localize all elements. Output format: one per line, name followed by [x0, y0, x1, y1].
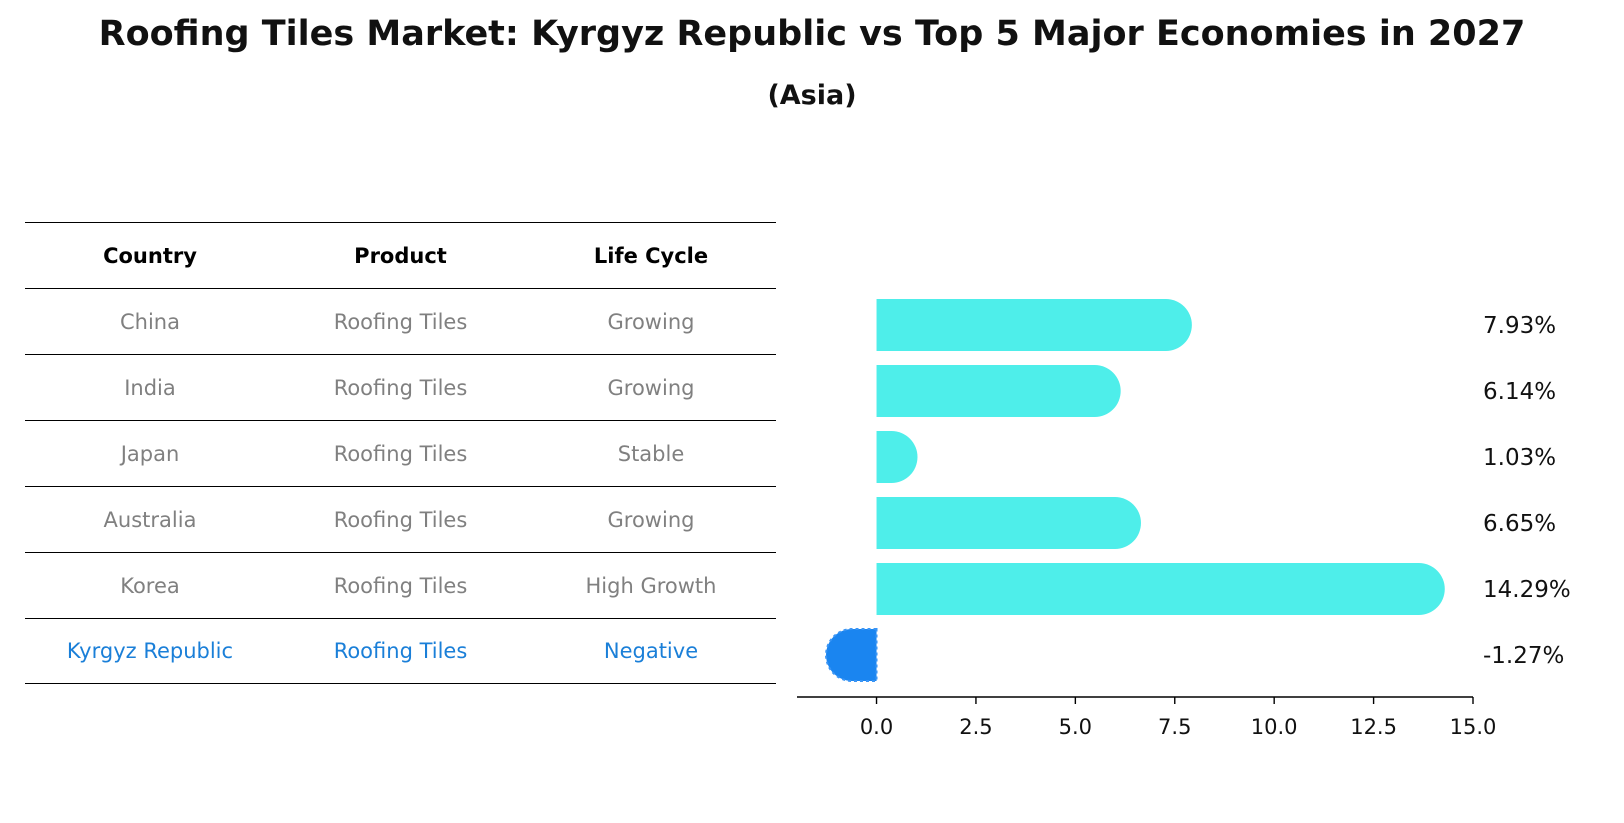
cell-product: Roofing Tiles: [333, 507, 468, 532]
cell-product: Roofing Tiles: [333, 573, 468, 598]
table-row: Korea Roofing Tiles High Growth: [25, 552, 776, 618]
cell-product: Roofing Tiles: [333, 441, 468, 466]
cell-product: Roofing Tiles: [333, 309, 468, 334]
value-label: 6.14%: [1483, 379, 1556, 405]
x-tick-label: 0.0: [860, 715, 893, 739]
table-row: India Roofing Tiles Growing: [25, 354, 776, 420]
value-label: -1.27%: [1483, 643, 1564, 669]
x-tick-label: 10.0: [1251, 715, 1298, 739]
country-table: Country Product Life Cycle China Roofing…: [25, 222, 776, 684]
x-tick-label: 5.0: [1059, 715, 1092, 739]
bar-korea: [876, 563, 1445, 615]
x-tick-label: 2.5: [959, 715, 992, 739]
cell-life-cycle: Growing: [607, 309, 695, 334]
x-tick-label: 12.5: [1350, 715, 1397, 739]
value-label: 7.93%: [1483, 313, 1556, 339]
cell-country: Australia: [103, 507, 197, 532]
table-row-highlight: Kyrgyz Republic Roofing Tiles Negative: [25, 618, 776, 684]
bar-india: [876, 365, 1121, 417]
x-tick-label: 7.5: [1158, 715, 1191, 739]
bar-kyrgyz-republic: [825, 628, 878, 682]
cell-country: Korea: [120, 573, 180, 598]
cell-life-cycle: Growing: [607, 375, 695, 400]
cell-life-cycle: High Growth: [585, 573, 717, 598]
bar-australia: [876, 497, 1141, 549]
x-tick-label: 15.0: [1450, 715, 1497, 739]
cell-country: India: [124, 375, 176, 400]
table-header-row: Country Product Life Cycle: [25, 222, 776, 288]
bar-china: [876, 299, 1192, 351]
x-axis-ticks: 0.0 2.5 5.0 7.5 10.0 12.5 15.0: [860, 697, 1497, 739]
value-label: 1.03%: [1483, 445, 1556, 471]
table-row: China Roofing Tiles Growing: [25, 288, 776, 354]
header-country: Country: [103, 243, 197, 268]
cell-life-cycle: Stable: [617, 441, 685, 466]
cell-life-cycle: Negative: [603, 639, 699, 663]
cell-country: China: [120, 309, 180, 334]
cell-country: Japan: [120, 441, 180, 466]
header-product: Product: [354, 243, 447, 268]
cell-life-cycle: Growing: [607, 507, 695, 532]
table-row: Japan Roofing Tiles Stable: [25, 420, 776, 486]
bar-japan: [876, 431, 918, 483]
cell-product: Roofing Tiles: [333, 639, 468, 663]
value-label: 6.65%: [1483, 511, 1556, 537]
chart-title: Roofing Tiles Market: Kyrgyz Republic vs…: [98, 14, 1526, 54]
cell-country: Kyrgyz Republic: [66, 639, 234, 663]
chart-subtitle: (Asia): [767, 80, 857, 111]
table-row: Australia Roofing Tiles Growing: [25, 486, 776, 552]
header-life-cycle: Life Cycle: [593, 243, 709, 268]
value-label: 14.29%: [1483, 577, 1571, 603]
cell-product: Roofing Tiles: [333, 375, 468, 400]
bars-group: [825, 299, 1445, 682]
value-labels-group: 7.93% 6.14% 1.03% 6.65% 14.29% -1.27%: [1483, 313, 1571, 669]
